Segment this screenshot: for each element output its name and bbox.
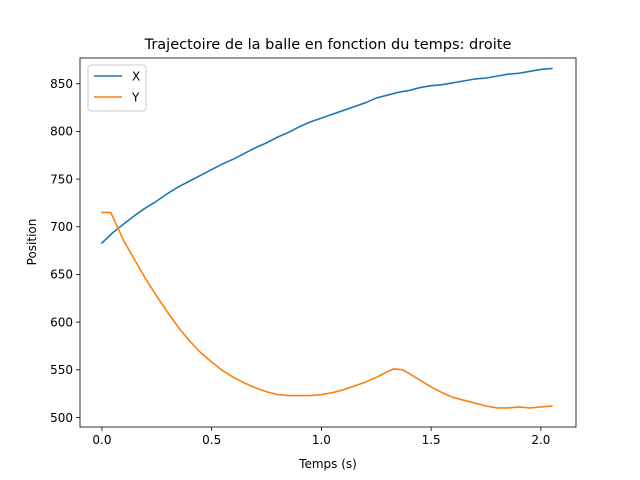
- x-tick-label: 2.0: [531, 433, 550, 447]
- y-tick-label: 700: [50, 220, 73, 234]
- x-axis-label: Temps (s): [298, 457, 357, 471]
- legend-label-x: X: [132, 69, 140, 83]
- x-tick-label: 1.0: [312, 433, 331, 447]
- chart-title: Trajectoire de la balle en fonction du t…: [144, 37, 512, 53]
- y-tick-label: 550: [50, 363, 73, 377]
- legend-label-y: Y: [131, 90, 140, 104]
- y-tick-label: 500: [50, 411, 73, 425]
- y-tick-label: 850: [50, 77, 73, 91]
- y-tick-label: 750: [50, 172, 73, 186]
- y-tick-label: 600: [50, 315, 73, 329]
- y-tick-label: 650: [50, 268, 73, 282]
- x-tick-label: 1.5: [422, 433, 441, 447]
- x-tick-label: 0.5: [202, 433, 221, 447]
- x-tick-label: 0.0: [92, 433, 111, 447]
- y-axis-label: Position: [25, 219, 39, 266]
- series-line-y: [101, 211, 553, 409]
- series-line-x: [100, 67, 553, 245]
- legend: XY: [87, 64, 147, 112]
- plot-frame: [79, 57, 577, 428]
- y-tick-label: 800: [50, 125, 73, 139]
